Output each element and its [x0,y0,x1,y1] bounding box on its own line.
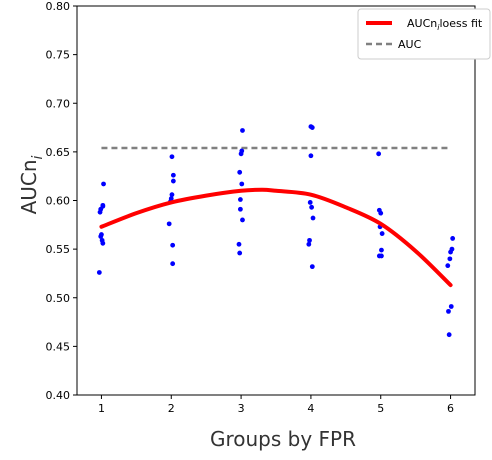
scatter-point [447,256,453,262]
scatter-point [170,178,176,184]
y-axis-label-sub: i [30,155,46,159]
y-tick-label: 0.75 [46,49,71,62]
scatter-point [379,253,384,259]
scatter-point [166,221,172,227]
scatter-point [101,181,106,187]
scatter-point [100,203,106,209]
scatter-point [307,200,313,205]
scatter-point [170,242,176,248]
scatter-point [240,128,245,133]
scatter-point [445,263,451,269]
y-tick-label: 0.50 [46,292,71,305]
scatter-point [100,240,106,246]
scatter-point [239,181,245,187]
scatter-point [449,246,455,252]
scatter-point [309,264,315,270]
legend-label-loess-suffix: loess fit [439,17,482,30]
legend: AUCniloess fit AUC [357,8,491,60]
legend-label-loess-main: AUCn [407,17,437,30]
scatter-point [307,237,312,243]
scatter-point [379,247,384,253]
scatter-point [237,250,243,256]
scatter-point [446,308,451,314]
y-tick-label: 0.70 [46,97,71,110]
y-tick-label: 0.55 [46,243,71,256]
x-tick-label: 2 [168,402,175,415]
y-axis-label: AUCni [17,155,46,214]
scatter-point [169,192,175,198]
legend-label-loess: AUCniloess fit [407,17,483,32]
scatter-point [448,304,454,309]
scatter-point [237,206,243,212]
scatter-point [308,153,314,159]
scatter-point [168,196,174,201]
y-axis-label-main: AUCn [17,159,41,214]
y-tick-label: 0.80 [46,0,71,13]
axes-layer: 0.40 0.45 0.50 0.55 0.60 0.65 0.70 0.75 0.80 1 2 3 4… [46,0,476,415]
x-tick-label: 5 [377,402,384,415]
scatter-point [378,210,384,216]
x-axis-label: Groups by FPR [210,427,356,451]
y-tick-label: 0.45 [46,340,71,353]
scatter-point [96,270,102,275]
x-tick-label: 1 [98,402,105,415]
loess-fit-line [99,187,453,288]
scatter-point [170,172,176,178]
y-tick-label: 0.60 [46,195,71,208]
x-tick-label: 3 [238,402,245,415]
scatter-point [306,241,312,247]
scatter-point [446,332,452,338]
scatter-point [237,169,243,175]
scatter-point [170,261,176,267]
scatter-point [99,232,104,237]
scatter-point [310,215,316,221]
scatter-point [309,125,315,130]
scatter-point [309,204,315,210]
x-tick-label: 6 [447,402,454,415]
legend-label-auc: AUC [398,38,422,51]
scatter-point [239,148,245,154]
x-tick-label: 4 [307,402,314,415]
y-tick-label: 0.65 [46,146,71,159]
scatter-point [236,241,242,247]
scatter-point [379,231,385,236]
scatter-point [169,154,175,160]
plot-layer [96,124,456,338]
scatter-point [240,217,245,223]
scatter-point [237,197,243,202]
scatter-point [450,236,456,241]
y-tick-label: 0.40 [46,389,71,402]
scatter-point [376,151,382,157]
legend-label-loess-sub: i [437,23,440,32]
